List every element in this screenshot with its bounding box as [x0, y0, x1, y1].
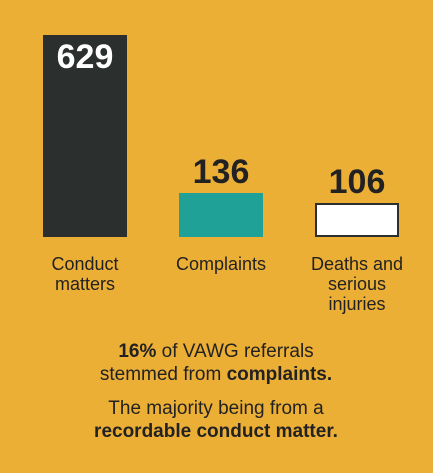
annotation-text: of VAWG referrals stemmed from: [99, 341, 314, 385]
value-label: 136: [192, 153, 250, 192]
value-label: 106: [328, 162, 386, 201]
annotation: The majority being from a recordable con…: [60, 397, 373, 443]
bar: [179, 193, 263, 237]
annotation-text: 16%: [118, 341, 157, 362]
annotation-text: complaints.: [226, 364, 333, 385]
category-label: Deaths and serious injuries: [310, 254, 404, 314]
annotation-text: recordable conduct matter.: [94, 421, 338, 442]
category-label: Conduct matters: [51, 254, 119, 294]
category-label: Complaints: [175, 254, 267, 274]
bar: [315, 202, 399, 237]
annotation: 16% of VAWG referrals stemmed from compl…: [91, 340, 341, 386]
annotation-text: The majority being from a: [108, 398, 324, 419]
bar: [43, 35, 127, 237]
value-label: 629: [56, 38, 114, 76]
